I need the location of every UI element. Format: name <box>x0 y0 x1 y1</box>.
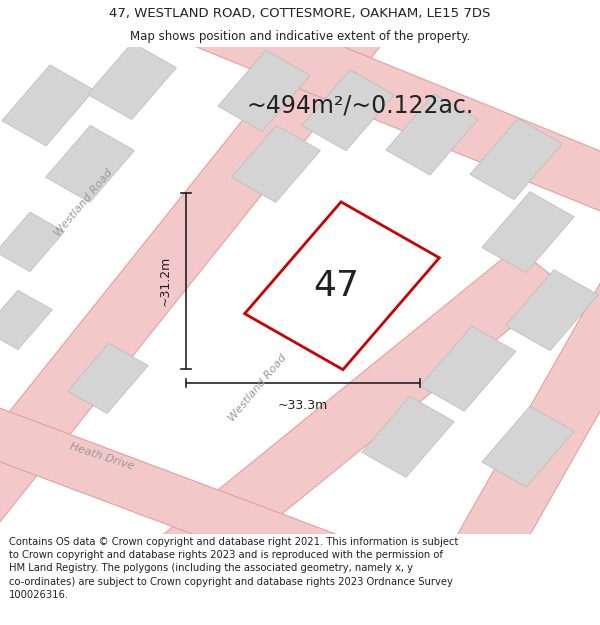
Text: 47: 47 <box>313 269 359 302</box>
Polygon shape <box>157 248 563 578</box>
Text: ~494m²/~0.122ac.: ~494m²/~0.122ac. <box>247 93 473 118</box>
Polygon shape <box>386 94 478 175</box>
Polygon shape <box>482 192 574 272</box>
Polygon shape <box>482 406 574 487</box>
Polygon shape <box>506 269 598 351</box>
Text: Westland Road: Westland Road <box>53 168 115 238</box>
Text: Map shows position and indicative extent of the property.: Map shows position and indicative extent… <box>130 30 470 43</box>
Text: Heath Drive: Heath Drive <box>68 441 136 471</box>
Polygon shape <box>0 8 388 524</box>
Polygon shape <box>68 343 148 414</box>
Polygon shape <box>0 212 64 272</box>
Polygon shape <box>302 70 394 151</box>
Text: 47, WESTLAND ROAD, COTTESMORE, OAKHAM, LE15 7DS: 47, WESTLAND ROAD, COTTESMORE, OAKHAM, L… <box>109 7 491 19</box>
Polygon shape <box>2 65 94 146</box>
Polygon shape <box>450 231 600 570</box>
Text: Contains OS data © Crown copyright and database right 2021. This information is : Contains OS data © Crown copyright and d… <box>9 537 458 600</box>
Polygon shape <box>0 290 52 349</box>
Text: ~31.2m: ~31.2m <box>158 256 172 306</box>
Polygon shape <box>420 326 516 411</box>
Polygon shape <box>362 396 454 478</box>
Polygon shape <box>88 42 176 119</box>
Text: ~33.3m: ~33.3m <box>278 399 328 412</box>
Polygon shape <box>195 0 600 217</box>
Polygon shape <box>46 126 134 202</box>
Polygon shape <box>232 126 320 202</box>
Text: Westland Road: Westland Road <box>227 352 289 424</box>
Polygon shape <box>470 119 562 199</box>
Polygon shape <box>0 391 343 581</box>
Polygon shape <box>218 50 310 131</box>
